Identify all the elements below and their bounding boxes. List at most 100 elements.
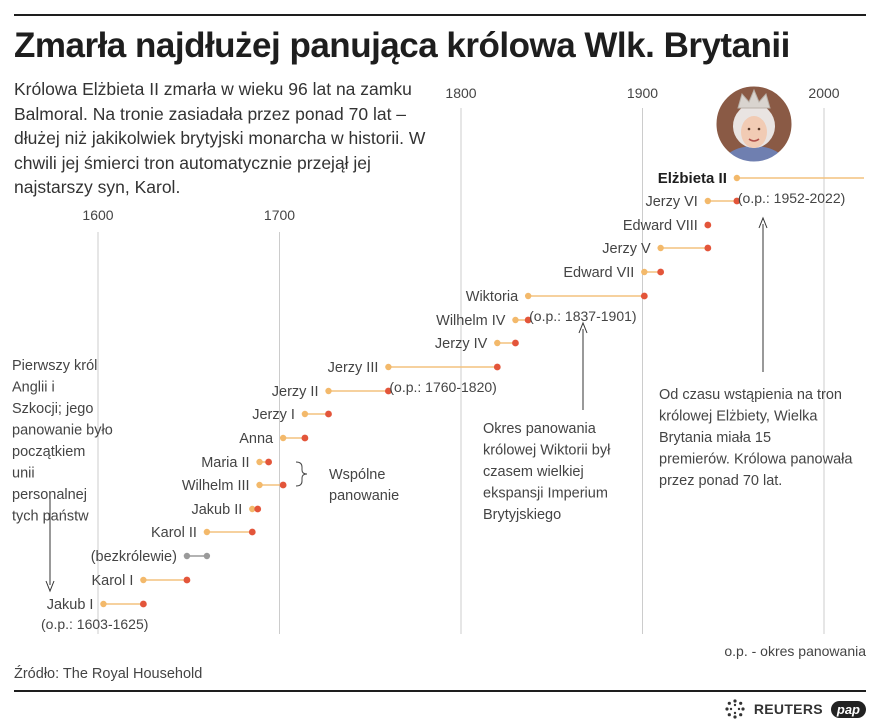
reign-period-note: (o.p.: 1760-1820) (389, 379, 496, 395)
portrait-eye (757, 127, 761, 131)
victoria-annotation-line: Brytyjskiego (483, 507, 561, 523)
monarch-label: Edward VII (563, 265, 634, 281)
tick-label-2000: 2000 (808, 85, 839, 101)
reign-start-dot (385, 363, 392, 371)
reign-period-note: (o.p.: 1837-1901) (529, 308, 636, 324)
bottom-rule (14, 690, 866, 692)
pap-logo: pap (830, 700, 866, 718)
victoria-annotation-line: czasem wielkiej (483, 464, 584, 480)
joint-rule-annotation-line: Wspólne (329, 467, 385, 483)
reign-start-dot (641, 268, 648, 276)
queen-portrait-icon (715, 85, 793, 163)
elizabeth-annotation-line: przez ponad 70 lat. (659, 473, 782, 489)
reign-end-dot (640, 292, 648, 300)
monarch-label: Jerzy III (328, 360, 379, 376)
victoria-annotation-line: ekspansji Imperium (483, 486, 608, 502)
reign-start-dot (301, 410, 309, 418)
portrait-eye (747, 127, 751, 131)
elizabeth-annotation-line: Od czasu wstąpienia na tron (659, 387, 842, 403)
reign-start-dot (256, 458, 263, 466)
monarch-label: Jakub I (47, 597, 94, 613)
tick-label-1600: 1600 (82, 207, 113, 223)
monarch-label: Jerzy V (602, 241, 651, 257)
elizabeth-annotation-line: królowej Elżbiety, Wielka (659, 409, 818, 425)
portrait-tiara (737, 88, 771, 109)
joint-rule-bracket (295, 461, 308, 487)
reign-start-dot (203, 528, 211, 536)
reign-start-dot (733, 174, 741, 182)
tick-label-1800: 1800 (445, 85, 476, 101)
reign-end-dot (657, 268, 665, 276)
monarch-label: Maria II (201, 455, 249, 471)
reign-start-dot (494, 339, 501, 347)
reuters-logo-text: REUTERS (753, 701, 823, 717)
monarch-label: Karol II (151, 525, 197, 541)
reign-end-dot (493, 363, 501, 371)
monarch-label: Wilhelm III (182, 478, 250, 494)
victoria-annotation-line: Okres panowania (483, 421, 597, 437)
first-king-annotation-line: Pierwszy król (12, 358, 97, 374)
reign-end-dot (248, 528, 256, 536)
reign-start-dot (657, 244, 664, 252)
joint-rule-annotation-line: panowanie (329, 488, 399, 504)
elizabeth-annotation-line: Brytania miała 15 (659, 430, 771, 446)
monarch-label: Wiktoria (466, 289, 519, 305)
footer-logos: REUTERS pap (724, 698, 866, 720)
portrait-face (741, 116, 767, 148)
reign-start-dot (256, 481, 263, 489)
reign-end-dot (301, 434, 309, 442)
monarch-label: Jerzy I (252, 407, 295, 423)
first-king-annotation-line: Szkocji; jego (12, 401, 93, 417)
portrait-border (715, 85, 793, 163)
first-king-annotation-line: Anglii i (12, 380, 55, 396)
reign-end-dot (704, 244, 712, 252)
reign-period-note: (o.p.: 1603-1625) (41, 616, 148, 632)
reign-end-dot (183, 576, 191, 584)
first-king-annotation-line: personalnej (12, 487, 87, 503)
reign-start-dot (183, 552, 191, 560)
monarch-label: (bezkrólewie) (91, 549, 177, 565)
reign-end-dot (254, 505, 262, 513)
reign-end-dot (524, 316, 532, 324)
reign-start-dot (140, 576, 147, 584)
page-title: Zmarła najdłużej panująca królowa Wlk. B… (14, 26, 790, 65)
reign-end-dot (203, 552, 211, 560)
monarch-label: Karol I (91, 573, 133, 589)
intro-text: Królowa Elżbieta II zmarła w wieku 96 la… (14, 79, 426, 197)
elizabeth-arrowhead (758, 216, 768, 229)
monarch-label: Elżbieta II (658, 170, 727, 187)
monarch-label: Wilhelm IV (436, 313, 506, 329)
reign-start-dot (279, 434, 287, 442)
reign-start-dot (524, 292, 532, 300)
first-king-annotation-line: unii (12, 466, 35, 482)
reign-end-dot (704, 221, 712, 229)
monarch-label: Jakub II (191, 502, 242, 518)
period-legend-note: o.p. - okres panowania (724, 643, 866, 659)
monarch-label: Jerzy VI (645, 194, 697, 210)
reign-start-dot (512, 316, 519, 324)
monarch-label: Anna (239, 431, 274, 447)
portrait-dress (720, 146, 788, 162)
portrait-inner (716, 86, 792, 162)
elizabeth-annotation-line: premierów. Królowa panowała (659, 452, 853, 468)
victoria-annotation-line: królowej Wiktorii był (483, 443, 611, 459)
reign-end-dot (279, 481, 287, 489)
first-king-annotation-line: panowanie było (12, 423, 113, 439)
reign-end-dot (512, 339, 519, 347)
first-king-annotation-line: tych państw (12, 509, 89, 525)
reuters-dots-icon (725, 699, 745, 719)
reign-start-dot (249, 505, 256, 513)
tick-label-1700: 1700 (264, 207, 295, 223)
monarch-label: Jerzy II (272, 384, 319, 400)
first-king-arrowhead (45, 580, 55, 593)
source-note: Źródło: The Royal Household (14, 666, 203, 682)
reign-period-note: (o.p.: 1952-2022) (738, 190, 845, 206)
monarch-label: Edward VIII (623, 218, 698, 234)
reign-end-dot (325, 410, 332, 418)
victoria-arrowhead (578, 321, 588, 334)
first-king-annotation-line: początkiem (12, 444, 85, 460)
reign-end-dot (139, 600, 147, 608)
reign-start-dot (100, 600, 107, 608)
portrait-smile (748, 138, 760, 142)
